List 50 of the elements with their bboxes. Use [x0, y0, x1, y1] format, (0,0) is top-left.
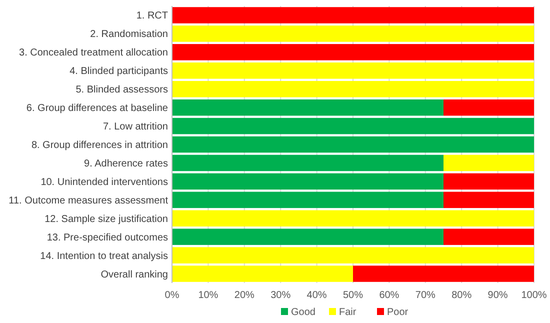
bar [444, 192, 534, 208]
y-tick-label: 12. Sample size justification [44, 214, 168, 225]
bar [172, 266, 353, 282]
x-tick-label: 0% [164, 290, 180, 301]
bar [353, 266, 534, 282]
y-tick-label: 2. Randomisation [90, 29, 168, 40]
bar [172, 192, 444, 208]
bar [172, 118, 534, 134]
bar [172, 154, 444, 172]
y-tick-label: 13. Pre-specified outcomes [46, 232, 168, 244]
y-tick-label: 14. Intention to treat analysis [40, 250, 168, 262]
x-tick-label: 40% [306, 290, 327, 301]
bar [172, 7, 534, 24]
bar [172, 99, 444, 116]
x-tick-label: 80% [452, 290, 472, 301]
x-tick-label: 30% [270, 290, 291, 301]
y-tick-label: 1. RCT [136, 10, 168, 22]
bar [172, 80, 534, 98]
x-tick-label: 70% [415, 290, 436, 301]
y-tick-label: 10. Unintended interventions [40, 176, 168, 188]
bar [172, 247, 534, 264]
x-tick-label: 50% [342, 290, 364, 301]
x-tick-label: 100% [521, 290, 547, 301]
x-tick-label: 10% [198, 290, 218, 301]
x-tick-label: 20% [234, 290, 255, 301]
bar [172, 228, 444, 245]
y-tick-label: Overall ranking [100, 269, 168, 280]
bar [172, 62, 534, 79]
legend-label: Good [291, 307, 316, 318]
bar [172, 210, 534, 226]
y-tick-label: 7. Low attrition [102, 122, 168, 133]
bar [444, 173, 534, 190]
y-tick-label: 3. Concealed treatment allocation [19, 48, 168, 59]
legend-label: Fair [339, 307, 357, 318]
y-tick-label: 9. Adherence rates [84, 158, 168, 170]
y-tick-label: 4. Blinded participants [70, 66, 168, 78]
bar [172, 136, 534, 153]
y-tick-label: 6. Group differences at baseline [26, 103, 168, 114]
bar [444, 99, 534, 116]
y-tick-label: 5. Blinded assessors [76, 84, 168, 96]
y-tick-label: 11. Outcome measures assessment [8, 195, 168, 206]
x-tick-label: 90% [488, 290, 508, 301]
x-tick-label: 60% [379, 290, 400, 301]
legend-label: Poor [387, 307, 409, 318]
y-tick-label: 8. Group differences in attrition [31, 140, 168, 151]
bar [172, 44, 534, 60]
bar [444, 154, 534, 172]
bar [172, 173, 444, 190]
bar [172, 26, 534, 42]
bar [444, 228, 534, 245]
